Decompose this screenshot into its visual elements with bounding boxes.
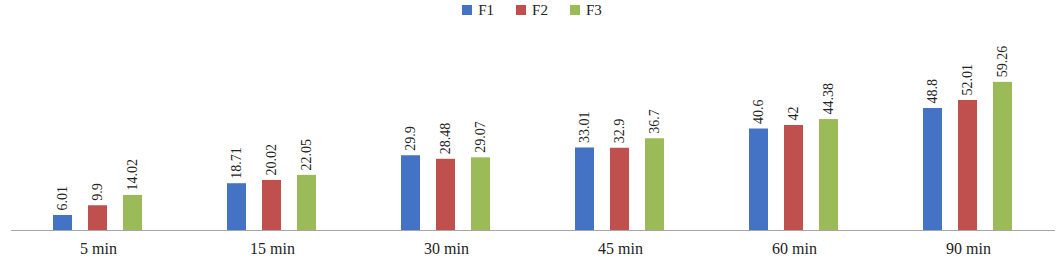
svg-text:45 min: 45 min [598, 240, 643, 257]
svg-text:60 min: 60 min [772, 240, 817, 257]
svg-text:28.48: 28.48 [438, 123, 453, 155]
svg-text:40.6: 40.6 [751, 100, 766, 125]
svg-text:36.7: 36.7 [647, 109, 662, 134]
html-text:F3: F3 [585, 1, 602, 18]
svg-text:9.9: 9.9 [90, 183, 105, 201]
html-text:F2: F2 [532, 1, 548, 18]
svg-text:30 min: 30 min [424, 240, 469, 257]
svg-text:22.05: 22.05 [299, 139, 314, 171]
svg-text:20.02: 20.02 [264, 144, 279, 176]
svg-text:59.26: 59.26 [995, 46, 1010, 78]
svg-text:29.9: 29.9 [403, 126, 418, 151]
svg-text:15 min: 15 min [250, 240, 295, 257]
svg-text:32.9: 32.9 [612, 119, 627, 144]
svg-text:44.38: 44.38 [821, 83, 836, 115]
svg-text:29.07: 29.07 [473, 121, 488, 153]
svg-text:5 min: 5 min [80, 240, 117, 257]
svg-text:6.01: 6.01 [55, 186, 70, 211]
svg-text:52.01: 52.01 [960, 64, 975, 96]
html-text:F1: F1 [478, 1, 495, 18]
svg-text:48.8: 48.8 [925, 79, 940, 104]
svg-text:90 min: 90 min [946, 240, 991, 257]
svg-text:18.71: 18.71 [229, 147, 244, 179]
svg-text:14.02: 14.02 [125, 159, 140, 191]
svg-text:42: 42 [786, 107, 801, 121]
svg-text:33.01: 33.01 [577, 111, 592, 143]
